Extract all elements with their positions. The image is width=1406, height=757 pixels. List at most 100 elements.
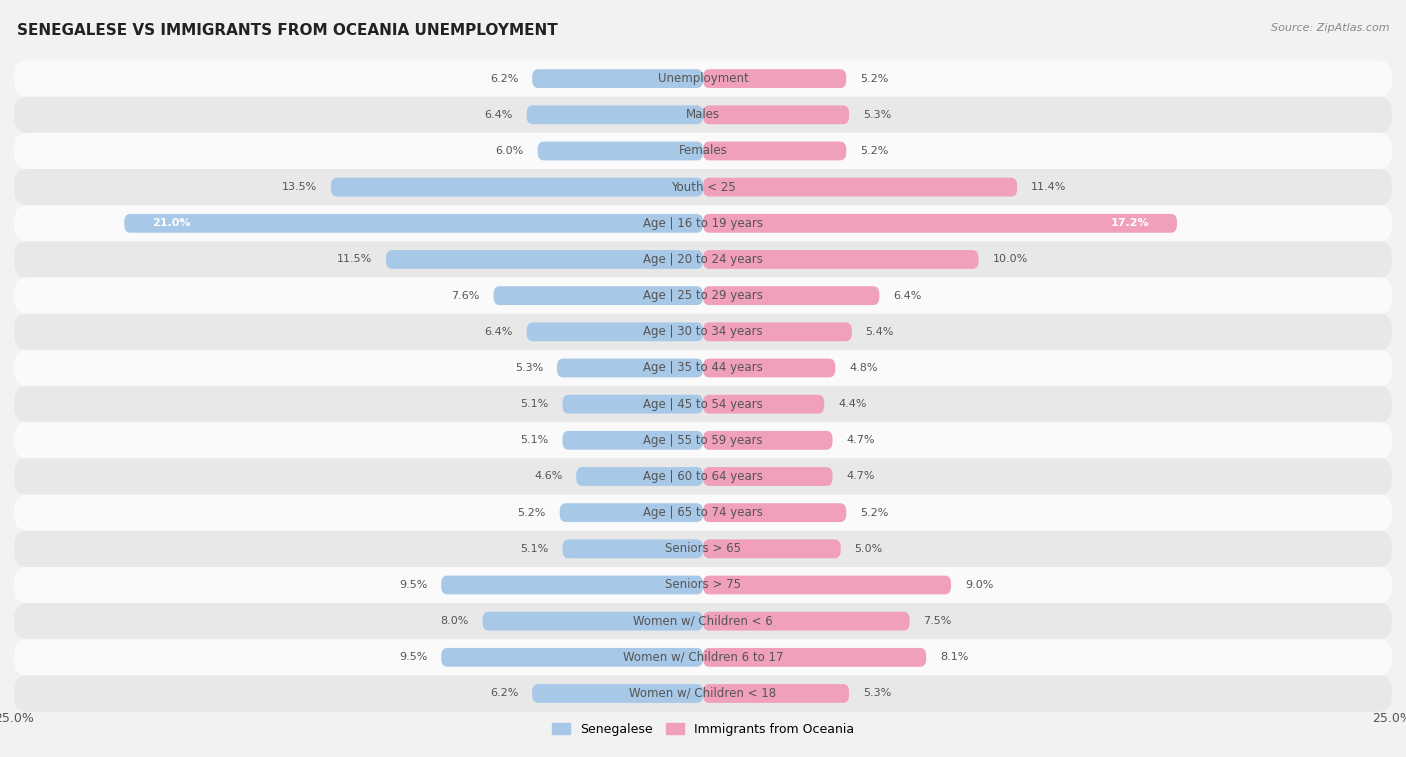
Text: Age | 60 to 64 years: Age | 60 to 64 years <box>643 470 763 483</box>
FancyBboxPatch shape <box>124 214 703 232</box>
FancyBboxPatch shape <box>703 359 835 378</box>
Text: 6.4%: 6.4% <box>893 291 921 301</box>
Text: 9.0%: 9.0% <box>965 580 993 590</box>
Text: 21.0%: 21.0% <box>152 218 190 229</box>
Text: Age | 45 to 54 years: Age | 45 to 54 years <box>643 397 763 410</box>
Text: 6.0%: 6.0% <box>496 146 524 156</box>
Text: Age | 16 to 19 years: Age | 16 to 19 years <box>643 217 763 230</box>
Text: Age | 55 to 59 years: Age | 55 to 59 years <box>643 434 763 447</box>
Legend: Senegalese, Immigrants from Oceania: Senegalese, Immigrants from Oceania <box>547 718 859 741</box>
Text: Age | 30 to 34 years: Age | 30 to 34 years <box>643 326 763 338</box>
Text: Source: ZipAtlas.com: Source: ZipAtlas.com <box>1271 23 1389 33</box>
Text: 13.5%: 13.5% <box>283 182 318 192</box>
Text: 7.5%: 7.5% <box>924 616 952 626</box>
FancyBboxPatch shape <box>14 494 1392 531</box>
Text: 8.1%: 8.1% <box>941 653 969 662</box>
FancyBboxPatch shape <box>531 684 703 703</box>
Text: 6.2%: 6.2% <box>489 689 519 699</box>
FancyBboxPatch shape <box>14 313 1392 350</box>
Text: Seniors > 65: Seniors > 65 <box>665 542 741 556</box>
Text: 25.0%: 25.0% <box>1372 712 1406 724</box>
FancyBboxPatch shape <box>531 69 703 88</box>
Text: 5.3%: 5.3% <box>863 110 891 120</box>
FancyBboxPatch shape <box>703 575 950 594</box>
FancyBboxPatch shape <box>330 178 703 197</box>
Text: 4.8%: 4.8% <box>849 363 877 373</box>
Text: Women w/ Children < 6: Women w/ Children < 6 <box>633 615 773 628</box>
FancyBboxPatch shape <box>562 431 703 450</box>
Text: 6.4%: 6.4% <box>485 110 513 120</box>
Text: 8.0%: 8.0% <box>440 616 468 626</box>
FancyBboxPatch shape <box>527 322 703 341</box>
FancyBboxPatch shape <box>562 394 703 413</box>
Text: 5.0%: 5.0% <box>855 544 883 554</box>
FancyBboxPatch shape <box>703 286 879 305</box>
Text: 5.2%: 5.2% <box>860 508 889 518</box>
Text: 9.5%: 9.5% <box>399 580 427 590</box>
Text: Age | 25 to 29 years: Age | 25 to 29 years <box>643 289 763 302</box>
FancyBboxPatch shape <box>14 567 1392 603</box>
Text: 6.4%: 6.4% <box>485 327 513 337</box>
FancyBboxPatch shape <box>14 386 1392 422</box>
FancyBboxPatch shape <box>576 467 703 486</box>
FancyBboxPatch shape <box>14 205 1392 241</box>
FancyBboxPatch shape <box>14 531 1392 567</box>
Text: Males: Males <box>686 108 720 121</box>
FancyBboxPatch shape <box>14 169 1392 205</box>
Text: 5.1%: 5.1% <box>520 435 548 445</box>
Text: Women w/ Children < 18: Women w/ Children < 18 <box>630 687 776 700</box>
FancyBboxPatch shape <box>14 97 1392 133</box>
Text: 5.1%: 5.1% <box>520 399 548 409</box>
Text: 4.7%: 4.7% <box>846 435 875 445</box>
FancyBboxPatch shape <box>14 61 1392 97</box>
FancyBboxPatch shape <box>441 648 703 667</box>
FancyBboxPatch shape <box>560 503 703 522</box>
FancyBboxPatch shape <box>703 612 910 631</box>
FancyBboxPatch shape <box>441 575 703 594</box>
FancyBboxPatch shape <box>557 359 703 378</box>
Text: Age | 35 to 44 years: Age | 35 to 44 years <box>643 362 763 375</box>
Text: 5.1%: 5.1% <box>520 544 548 554</box>
FancyBboxPatch shape <box>494 286 703 305</box>
FancyBboxPatch shape <box>14 133 1392 169</box>
FancyBboxPatch shape <box>703 467 832 486</box>
Text: 25.0%: 25.0% <box>0 712 34 724</box>
Text: SENEGALESE VS IMMIGRANTS FROM OCEANIA UNEMPLOYMENT: SENEGALESE VS IMMIGRANTS FROM OCEANIA UN… <box>17 23 558 38</box>
FancyBboxPatch shape <box>14 603 1392 639</box>
FancyBboxPatch shape <box>482 612 703 631</box>
Text: 4.4%: 4.4% <box>838 399 866 409</box>
FancyBboxPatch shape <box>14 459 1392 494</box>
Text: 11.4%: 11.4% <box>1031 182 1066 192</box>
FancyBboxPatch shape <box>703 69 846 88</box>
Text: 6.2%: 6.2% <box>489 73 519 83</box>
Text: 10.0%: 10.0% <box>993 254 1028 264</box>
Text: 5.3%: 5.3% <box>863 689 891 699</box>
Text: 9.5%: 9.5% <box>399 653 427 662</box>
Text: 7.6%: 7.6% <box>451 291 479 301</box>
Text: 5.3%: 5.3% <box>515 363 543 373</box>
FancyBboxPatch shape <box>703 322 852 341</box>
FancyBboxPatch shape <box>14 639 1392 675</box>
FancyBboxPatch shape <box>537 142 703 160</box>
FancyBboxPatch shape <box>703 178 1017 197</box>
Text: 17.2%: 17.2% <box>1111 218 1150 229</box>
FancyBboxPatch shape <box>703 142 846 160</box>
FancyBboxPatch shape <box>703 394 824 413</box>
Text: Age | 65 to 74 years: Age | 65 to 74 years <box>643 506 763 519</box>
FancyBboxPatch shape <box>527 105 703 124</box>
FancyBboxPatch shape <box>703 648 927 667</box>
FancyBboxPatch shape <box>14 350 1392 386</box>
Text: 4.7%: 4.7% <box>846 472 875 481</box>
Text: 5.4%: 5.4% <box>866 327 894 337</box>
Text: Unemployment: Unemployment <box>658 72 748 85</box>
FancyBboxPatch shape <box>703 105 849 124</box>
FancyBboxPatch shape <box>703 503 846 522</box>
FancyBboxPatch shape <box>14 422 1392 459</box>
FancyBboxPatch shape <box>703 540 841 558</box>
Text: Youth < 25: Youth < 25 <box>671 181 735 194</box>
FancyBboxPatch shape <box>703 214 1177 232</box>
Text: 11.5%: 11.5% <box>337 254 373 264</box>
Text: 5.2%: 5.2% <box>517 508 546 518</box>
FancyBboxPatch shape <box>703 431 832 450</box>
FancyBboxPatch shape <box>14 675 1392 712</box>
